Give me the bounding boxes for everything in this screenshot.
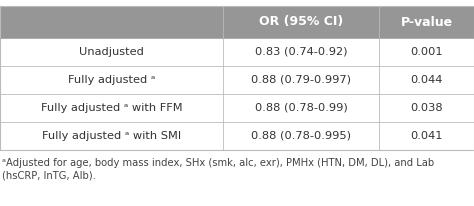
Text: OR (95% CI): OR (95% CI) xyxy=(259,15,343,28)
Text: Fully adjusted ᵃ with FFM: Fully adjusted ᵃ with FFM xyxy=(41,103,182,113)
Text: 0.83 (0.74-0.92): 0.83 (0.74-0.92) xyxy=(255,47,347,57)
Bar xyxy=(0,94,474,122)
Text: ᵃAdjusted for age, body mass index, SHx (smk, alc, exr), PMHx (HTN, DM, DL), and: ᵃAdjusted for age, body mass index, SHx … xyxy=(2,158,435,168)
Bar xyxy=(0,122,474,150)
Text: 0.88 (0.78-0.99): 0.88 (0.78-0.99) xyxy=(255,103,347,113)
Text: 0.041: 0.041 xyxy=(410,131,443,141)
Text: Fully adjusted ᵃ with SMI: Fully adjusted ᵃ with SMI xyxy=(42,131,181,141)
Bar xyxy=(0,66,474,94)
Text: 0.038: 0.038 xyxy=(410,103,443,113)
Text: Fully adjusted ᵃ: Fully adjusted ᵃ xyxy=(68,75,155,85)
Bar xyxy=(0,38,474,66)
Text: 0.88 (0.78-0.995): 0.88 (0.78-0.995) xyxy=(251,131,351,141)
Text: Unadjusted: Unadjusted xyxy=(79,47,144,57)
Bar xyxy=(0,6,474,38)
Text: P-value: P-value xyxy=(401,15,453,28)
Text: 0.001: 0.001 xyxy=(410,47,443,57)
Text: 0.044: 0.044 xyxy=(410,75,443,85)
Text: 0.88 (0.79-0.997): 0.88 (0.79-0.997) xyxy=(251,75,351,85)
Text: (hsCRP, lnTG, Alb).: (hsCRP, lnTG, Alb). xyxy=(2,171,96,181)
